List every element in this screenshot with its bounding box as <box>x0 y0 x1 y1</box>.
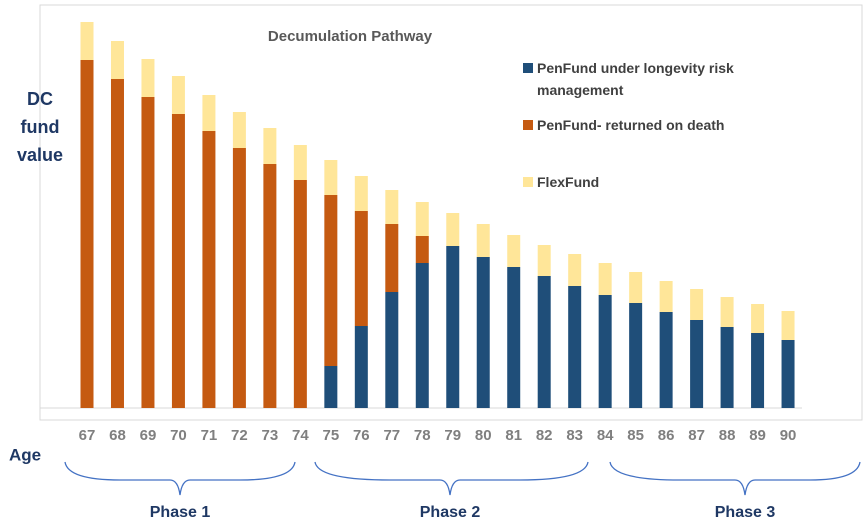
legend-swatch <box>523 177 533 187</box>
bar-segment <box>720 297 734 327</box>
x-tick-label: 85 <box>627 427 644 444</box>
x-tick-label: 83 <box>566 427 583 444</box>
bar-segment <box>415 236 429 263</box>
y-axis-label: fund <box>21 117 60 137</box>
x-tick-label: 69 <box>140 427 157 444</box>
bar-segment <box>202 131 216 408</box>
bar-segment <box>263 128 277 164</box>
bar-segment <box>324 366 338 408</box>
phase-label: Phase 1 <box>150 504 211 521</box>
bar-segment <box>354 211 368 326</box>
legend-swatch <box>523 63 533 73</box>
bar-segment <box>415 263 429 408</box>
bar-segment <box>80 22 94 60</box>
bar-segment <box>690 320 704 408</box>
bar-segment <box>476 224 490 257</box>
y-axis-label: value <box>17 145 63 165</box>
bar-segment <box>110 41 124 79</box>
x-tick-label: 76 <box>353 427 370 444</box>
bar-segment <box>232 148 246 408</box>
bar-segment <box>781 340 795 408</box>
bar-segment <box>507 235 521 267</box>
bar-segment <box>537 276 551 408</box>
x-tick-label: 87 <box>688 427 705 444</box>
bar-segment <box>415 202 429 236</box>
bar-segment <box>659 312 673 408</box>
x-tick-label: 67 <box>79 427 96 444</box>
x-tick-label: 89 <box>749 427 766 444</box>
bar-segment <box>354 326 368 408</box>
x-tick-label: 88 <box>719 427 736 444</box>
bar-segment <box>568 286 582 408</box>
x-axis-label: Age <box>9 445 41 464</box>
bar-segment <box>385 190 399 224</box>
bar-segment <box>80 60 94 408</box>
phase-brace <box>314 461 589 496</box>
x-tick-label: 81 <box>505 427 522 444</box>
bar-segment <box>141 59 155 97</box>
chart-title: Decumulation Pathway <box>268 28 433 45</box>
bar-segment <box>324 195 338 366</box>
bar-segment <box>720 327 734 408</box>
plot-frame <box>39 4 863 421</box>
legend-swatch <box>523 120 533 130</box>
bar-segment <box>507 267 521 408</box>
bar-segment <box>598 295 612 408</box>
x-tick-label: 72 <box>231 427 248 444</box>
phase-brace <box>64 461 296 496</box>
phase-brace <box>609 461 861 496</box>
x-tick-label: 90 <box>780 427 797 444</box>
x-tick-label: 73 <box>262 427 279 444</box>
x-tick-label: 77 <box>383 427 400 444</box>
bar-segment <box>385 292 399 408</box>
bar-segment <box>690 289 704 320</box>
bar-segment <box>659 281 673 312</box>
x-tick-label: 86 <box>658 427 675 444</box>
bar-segment <box>598 263 612 295</box>
x-tick-label: 84 <box>597 427 614 444</box>
bar-segment <box>232 112 246 148</box>
x-tick-label: 74 <box>292 427 309 444</box>
x-tick-label: 70 <box>170 427 187 444</box>
bar-segment <box>110 79 124 408</box>
bar-segment <box>354 176 368 211</box>
x-tick-label: 82 <box>536 427 553 444</box>
bar-segment <box>751 333 765 408</box>
bar-segment <box>171 114 185 408</box>
bar-segment <box>629 272 643 303</box>
legend-label: PenFund- returned on death <box>537 117 725 133</box>
x-tick-label: 78 <box>414 427 431 444</box>
bar-segment <box>293 145 307 180</box>
bar-segment <box>324 160 338 195</box>
legend-label: PenFund under longevity risk management <box>537 60 734 98</box>
bar-segment <box>781 311 795 340</box>
bar-segment <box>751 304 765 333</box>
legend-label: FlexFund <box>537 174 600 190</box>
bar-segment <box>141 97 155 408</box>
x-tick-label: 71 <box>201 427 218 444</box>
bar-segment <box>385 224 399 292</box>
phase-label: Phase 3 <box>715 504 776 521</box>
bar-segment <box>293 180 307 408</box>
x-tick-label: 79 <box>444 427 461 444</box>
bar-segment <box>263 164 277 408</box>
bar-segment <box>629 303 643 408</box>
bar-segment <box>171 76 185 114</box>
bar-segment <box>476 257 490 408</box>
bar-segment <box>568 254 582 286</box>
bar-segment <box>202 95 216 131</box>
x-tick-label: 75 <box>322 427 339 444</box>
y-axis-label: DC <box>27 89 53 109</box>
x-tick-label: 80 <box>475 427 492 444</box>
bar-segment <box>446 246 460 408</box>
x-tick-label: 68 <box>109 427 126 444</box>
phase-label: Phase 2 <box>420 504 481 521</box>
bar-segment <box>537 245 551 276</box>
bar-segment <box>446 213 460 246</box>
